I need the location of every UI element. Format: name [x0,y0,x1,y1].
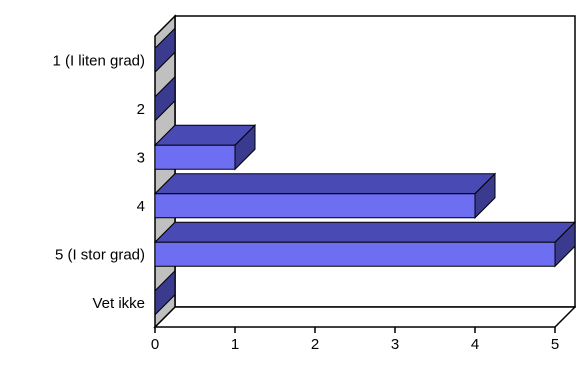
x-tick-label: 2 [311,336,319,353]
chart-frame [153,14,576,329]
category-label: 4 [137,198,145,215]
bar-top [153,173,497,195]
bar-front [154,193,476,219]
x-tick-label: 4 [471,336,479,353]
x-tick-label: 1 [231,336,239,353]
x-tick-label: 5 [551,336,559,353]
category-labels: 1 (I liten grad) 2 3 4 5 (I stor grad) Vet ik… [52,52,145,312]
bar-top [153,221,576,243]
x-axis-ticks: 0 1 2 3 4 5 [151,327,559,353]
bar [153,124,257,171]
x-tick-label: 3 [391,336,399,353]
wall-stripe [154,27,176,74]
category-label: 5 (I stor grad) [55,246,145,263]
x-tick-label: 0 [151,336,159,353]
category-label: 1 (I liten grad) [52,52,145,69]
category-label: Vet ikke [92,295,145,312]
floor [153,306,576,328]
wall-stripe [154,75,176,122]
category-label: 2 [137,101,145,118]
bar-front [154,144,236,170]
bar-front [154,241,556,267]
bars-group [153,124,576,268]
wall-stripe [154,269,176,316]
bar [153,221,576,268]
category-label: 3 [137,149,145,166]
bar [153,172,497,219]
